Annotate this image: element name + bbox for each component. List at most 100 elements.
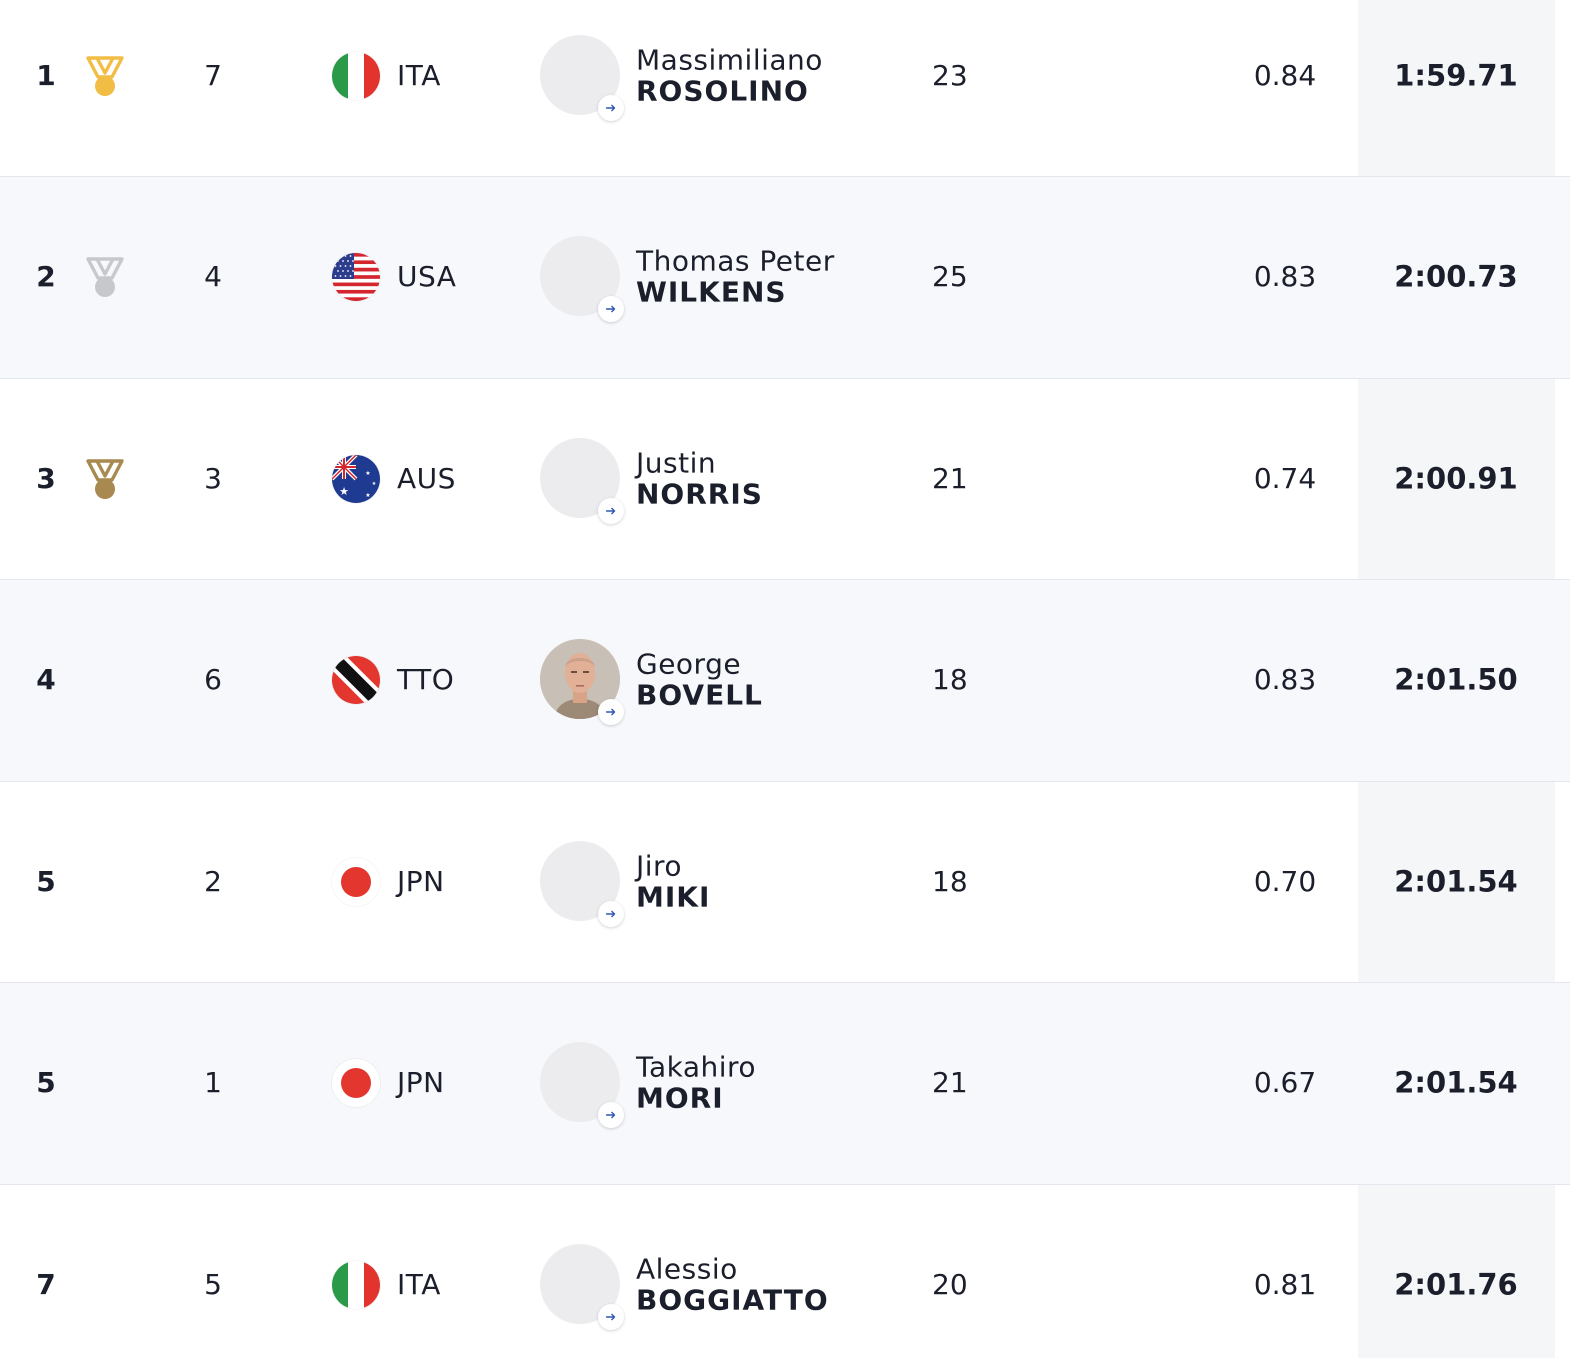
athlete-last-name: ROSOLINO xyxy=(636,74,809,107)
athlete-last-name: MIKI xyxy=(636,880,711,914)
lane-value: 4 xyxy=(204,260,222,294)
country-code: JPN xyxy=(397,1066,445,1100)
time-column-background xyxy=(1358,781,1555,982)
arrow-right-icon[interactable] xyxy=(598,699,624,726)
athlete-name-link[interactable]: George BOVELL xyxy=(636,647,763,712)
silver-medal-icon xyxy=(82,254,128,300)
table-row[interactable]: 5 2 JPN Jiro MIKI 18 0.70 2:01.54 xyxy=(0,781,1570,983)
table-row[interactable]: 5 1 JPN Takahiro MORI 21 0.67 2:01.54 xyxy=(0,983,1570,1185)
athlete-last-name: BOVELL xyxy=(636,678,763,712)
country-code: USA xyxy=(397,260,457,294)
athlete-name-link[interactable]: Takahiro MORI xyxy=(636,1050,757,1115)
table-row[interactable]: 1 7 ITA Massimiliano ROSOLINO 23 0.84 1:59.71 xyxy=(0,0,1570,177)
result-time-value: 2:01.54 xyxy=(1394,864,1518,899)
athlete-avatar-link[interactable] xyxy=(540,1042,624,1129)
age-value: 21 xyxy=(932,461,968,495)
result-time-value: 2:01.54 xyxy=(1394,1065,1518,1100)
arrow-right-icon[interactable] xyxy=(598,1102,624,1129)
time-column-background xyxy=(1358,0,1555,176)
rank-value: 5 xyxy=(36,864,56,898)
athlete-first-name: Alessio xyxy=(636,1252,738,1286)
rank-value: 3 xyxy=(36,461,56,495)
athlete-avatar-link[interactable] xyxy=(540,437,624,524)
italy-flag-icon xyxy=(332,51,380,100)
gold-medal-icon xyxy=(82,53,128,99)
reaction-time-value: 0.83 xyxy=(1253,260,1317,294)
table-row[interactable]: 7 5 ITA Alessio BOGGIATTO 20 0.81 2:01.76 xyxy=(0,1184,1570,1358)
athlete-name-link[interactable]: Massimiliano ROSOLINO xyxy=(636,46,823,105)
svg-text:★: ★ xyxy=(372,481,377,487)
age-value: 23 xyxy=(932,58,968,92)
country-code: TTO xyxy=(397,663,455,697)
age-value: 25 xyxy=(932,260,968,294)
lane-value: 3 xyxy=(204,461,222,495)
rank-value: 4 xyxy=(36,663,56,697)
svg-text:★: ★ xyxy=(339,485,349,498)
athlete-first-name: George xyxy=(636,647,742,681)
table-row[interactable]: 3 3 ★ ★ ★ ★ AUS Justin NORRIS 21 0.74 2:00.91 xyxy=(0,378,1570,580)
athlete-last-name: MORI xyxy=(636,1081,724,1115)
result-time-value: 2:00.91 xyxy=(1394,461,1518,496)
country-code: JPN xyxy=(397,864,445,898)
reaction-time-value: 0.74 xyxy=(1253,461,1317,495)
arrow-right-icon[interactable] xyxy=(598,900,624,927)
lane-value: 1 xyxy=(204,1066,222,1100)
athlete-first-name: Thomas Peter xyxy=(636,244,835,278)
reaction-time-value: 0.83 xyxy=(1253,663,1317,697)
svg-text:★: ★ xyxy=(365,470,370,477)
time-column-background xyxy=(1358,378,1555,579)
result-time-value: 2:00.73 xyxy=(1394,259,1518,294)
result-time-value: 2:01.76 xyxy=(1394,1267,1518,1302)
lane-value: 7 xyxy=(204,58,222,92)
athlete-last-name: BOGGIATTO xyxy=(636,1283,829,1317)
athlete-first-name: Jiro xyxy=(636,849,683,883)
athlete-avatar-link[interactable] xyxy=(540,34,624,121)
age-value: 18 xyxy=(932,864,968,898)
time-column-background xyxy=(1358,1184,1555,1358)
athlete-avatar-link[interactable] xyxy=(540,840,624,927)
lane-value: 5 xyxy=(204,1267,222,1301)
athlete-first-name: Takahiro xyxy=(636,1050,757,1084)
age-value: 20 xyxy=(932,1267,968,1301)
avatar xyxy=(540,639,620,720)
japan-flag-icon xyxy=(332,857,380,906)
age-value: 18 xyxy=(932,663,968,697)
athlete-name-link[interactable]: Alessio BOGGIATTO xyxy=(636,1255,829,1314)
reaction-time-value: 0.70 xyxy=(1253,864,1317,898)
country-code: ITA xyxy=(397,1267,441,1301)
athlete-first-name: Justin xyxy=(636,446,717,480)
athlete-last-name: WILKENS xyxy=(636,275,787,309)
australia-flag-icon: ★ ★ ★ ★ xyxy=(332,454,380,503)
arrow-right-icon[interactable] xyxy=(598,296,624,323)
rank-value: 1 xyxy=(36,58,56,92)
athlete-last-name: NORRIS xyxy=(636,477,763,511)
athlete-first-name: Massimiliano xyxy=(636,43,823,76)
table-row[interactable]: 2 4 USA Thomas Peter WILKENS 25 0.83 2:00.73 xyxy=(0,177,1570,379)
country-code: AUS xyxy=(397,461,456,495)
svg-text:★: ★ xyxy=(365,492,370,499)
athlete-name-link[interactable]: Thomas Peter WILKENS xyxy=(636,244,835,309)
table-row[interactable]: 4 6 TTO George BOVELL 18 0.83 2:01.50 xyxy=(0,580,1570,782)
lane-value: 2 xyxy=(204,864,222,898)
bronze-medal-icon xyxy=(82,456,128,502)
result-time-value: 2:01.50 xyxy=(1394,662,1518,697)
rank-value: 7 xyxy=(36,1267,56,1301)
arrow-right-icon[interactable] xyxy=(598,1303,624,1330)
athlete-name-link[interactable]: Justin NORRIS xyxy=(636,449,763,508)
arrow-right-icon[interactable] xyxy=(598,94,624,121)
rank-value: 5 xyxy=(36,1066,56,1100)
athlete-avatar-link[interactable] xyxy=(540,639,624,726)
age-value: 21 xyxy=(932,1066,968,1100)
japan-flag-icon xyxy=(332,1059,380,1108)
country-code: ITA xyxy=(397,58,441,92)
result-time-value: 1:59.71 xyxy=(1394,58,1518,92)
lane-value: 6 xyxy=(204,663,222,697)
reaction-time-value: 0.81 xyxy=(1253,1267,1317,1301)
athlete-avatar-link[interactable] xyxy=(540,1243,624,1330)
athlete-name-link[interactable]: Jiro MIKI xyxy=(636,852,710,911)
athlete-avatar-link[interactable] xyxy=(540,236,624,323)
arrow-right-icon[interactable] xyxy=(598,497,624,524)
rank-value: 2 xyxy=(36,260,56,294)
trinidad-tobago-flag-icon xyxy=(332,656,380,705)
